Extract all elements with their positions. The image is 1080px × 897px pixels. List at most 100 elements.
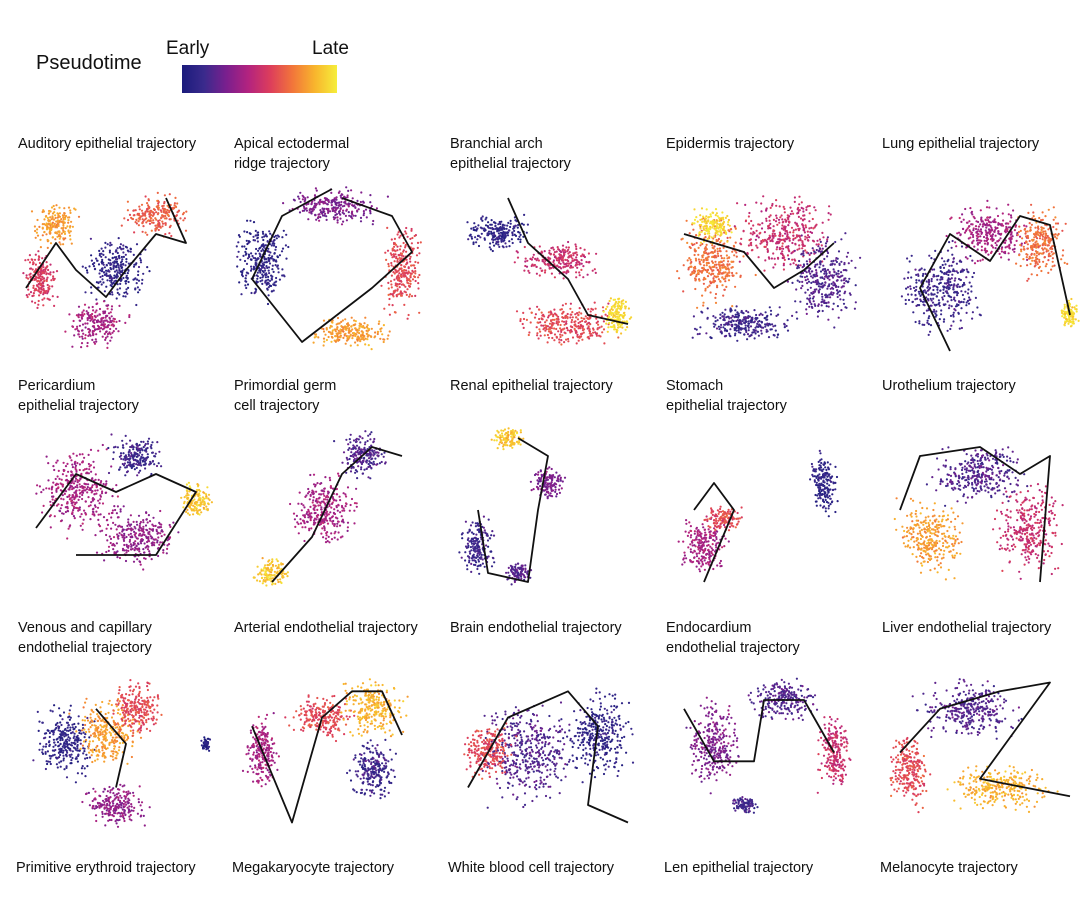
cell-point [266,302,270,306]
cell-point [555,257,558,260]
cell-point [930,299,933,302]
cell-point [38,275,41,278]
cell-point [960,326,963,330]
cell-point [100,319,103,322]
cell-point [794,221,797,224]
cell-point [940,276,943,279]
cell-point [398,256,401,259]
cell-point [950,305,953,308]
cell-point [952,268,955,271]
cell-point [950,246,953,249]
cell-point [182,211,185,214]
cell-point [589,334,592,337]
cell-point [927,323,930,326]
cell-points [900,199,1080,336]
cell-point [111,331,114,334]
cell-point [518,231,521,234]
cell-point [247,253,250,256]
cell-point [595,317,598,320]
cell-point [115,256,118,259]
cell-point [921,323,924,326]
cell-point [550,331,553,335]
cell-point [278,278,281,281]
cell-point [703,247,706,250]
cell-point [134,221,137,224]
cell-point [49,263,52,266]
cell-point [264,269,267,272]
scatter-panel [676,195,862,342]
cell-point [594,331,597,334]
cell-point [564,251,567,254]
cell-point [148,210,151,213]
cell-point [945,290,948,293]
cell-point [929,330,932,333]
cell-point [999,237,1002,240]
cell-point [705,215,708,218]
cell-point [602,328,606,331]
cell-point [575,329,578,333]
cell-point [939,270,942,273]
cell-point [699,263,702,266]
cell-point [712,247,715,250]
cell-point [988,206,991,209]
cell-point [122,247,125,250]
cell-point [25,294,28,297]
cell-point [67,221,70,224]
scatter-panel [900,199,1080,352]
cell-point [695,234,698,237]
cell-point [244,253,247,256]
cell-point [946,249,950,252]
cell-point [717,237,720,241]
cell-point [350,316,353,319]
cell-point [983,249,986,252]
cell-point [749,325,753,328]
cell-point [974,296,977,299]
cell-point [703,264,706,267]
cell-point [266,240,269,243]
cell-point [489,242,492,245]
cell-point [743,333,746,336]
cell-point [742,230,745,233]
cell-point [755,201,758,204]
cell-point [711,211,714,214]
cell-point [138,205,141,208]
cell-point [298,197,301,200]
cell-point [351,328,354,331]
cell-point [314,333,317,336]
cell-point [623,311,626,314]
cell-point [51,216,54,219]
cell-point [511,231,514,234]
cell-point [840,271,843,274]
cell-point [733,334,737,337]
cell-point [67,219,70,222]
cell-point [105,264,108,267]
cell-point [34,268,38,271]
cell-point [122,295,125,298]
cell-point [821,300,824,303]
cell-point [248,255,251,258]
cell-point [117,330,120,333]
cell-point [106,314,109,317]
cell-point [939,266,942,269]
cell-point [762,195,765,198]
cell-point [937,274,940,277]
cell-point [768,215,771,218]
cell-point [138,288,141,291]
cell-point [789,206,792,209]
cell-point [37,273,40,276]
cell-point [910,276,913,279]
cell-point [129,248,132,251]
cell-point [578,274,581,277]
cell-point [285,257,288,260]
cell-point [112,320,116,323]
cell-point [137,291,140,294]
cell-point [830,282,833,285]
cell-point [592,331,595,334]
cell-point [801,271,805,275]
cell-point [718,216,721,219]
cell-point [46,216,49,220]
cell-point [702,282,705,285]
cell-point [776,336,779,339]
cell-point [63,221,66,224]
cell-point [907,298,911,302]
